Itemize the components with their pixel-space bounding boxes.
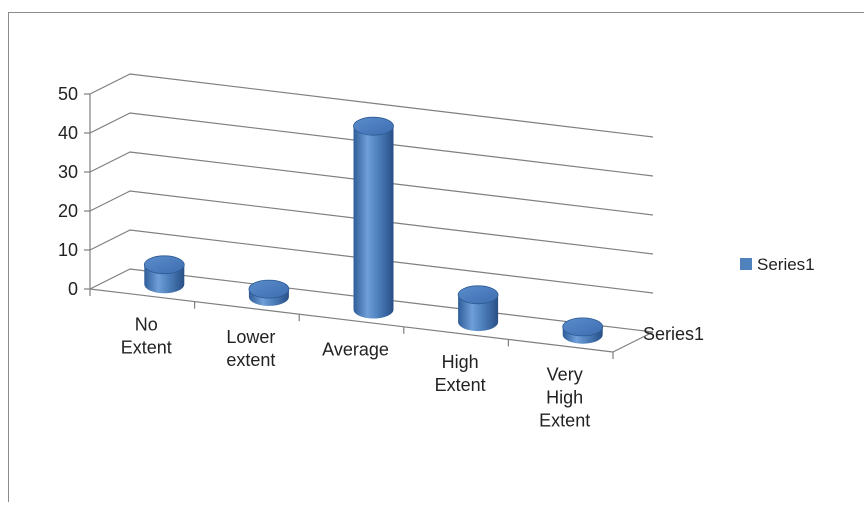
gridline-50 [89, 73, 654, 138]
bar-body [458, 294, 499, 332]
x-tick-label: High Extent [435, 352, 486, 395]
x-tick-label-line: Average [322, 340, 389, 360]
legend-label: Series1 [757, 255, 815, 274]
chart-frame [8, 12, 864, 502]
y-tick-label-0: 0 [68, 279, 78, 299]
x-tick-label: No Extent [121, 314, 172, 357]
x-tick-label: Average [322, 340, 389, 360]
gridline-20 [89, 190, 654, 255]
x-tick-label-line: Extent [539, 411, 590, 431]
bar-top [143, 255, 185, 275]
x-tick-label-line: Lower [226, 327, 275, 347]
x-tick-label-line: Extent [435, 375, 486, 395]
bar-no-extent [143, 255, 185, 294]
bar-average [353, 116, 394, 319]
x-axis-line [89, 288, 614, 353]
y-tick-label-20: 20 [58, 201, 78, 221]
x-tick-label-line: No [135, 314, 158, 334]
gridline-40 [89, 112, 654, 177]
y-tick-label-40: 40 [58, 123, 78, 143]
y-tick-label-10: 10 [58, 240, 78, 260]
depth-axis-label: Series1 [643, 324, 704, 344]
legend-swatch [740, 258, 752, 270]
gridline-30 [89, 151, 654, 216]
bar-very-high-extent [562, 317, 604, 344]
bar-top [248, 279, 290, 299]
bar-top [353, 116, 394, 136]
bar-body [353, 126, 394, 319]
x-tick-label: Lower extent [226, 327, 275, 370]
x-tick-label: Very High Extent [539, 365, 590, 431]
x-tick-label-line: Very [547, 365, 583, 385]
depth-tick-mark [644, 331, 654, 337]
y-tick-label-30: 30 [58, 162, 78, 182]
bar-top [562, 317, 604, 337]
y-tick-label-50: 50 [58, 84, 78, 104]
bar-top [457, 285, 499, 305]
bar-high-extent [457, 285, 499, 332]
x-tick-label-line: extent [226, 350, 275, 370]
x-tick-label-line: High [546, 388, 583, 408]
x-tick-label-line: Extent [121, 337, 172, 357]
bar-lower-extent [248, 279, 290, 306]
x-tick-label-line: High [442, 352, 479, 372]
gridline-10 [89, 229, 654, 294]
